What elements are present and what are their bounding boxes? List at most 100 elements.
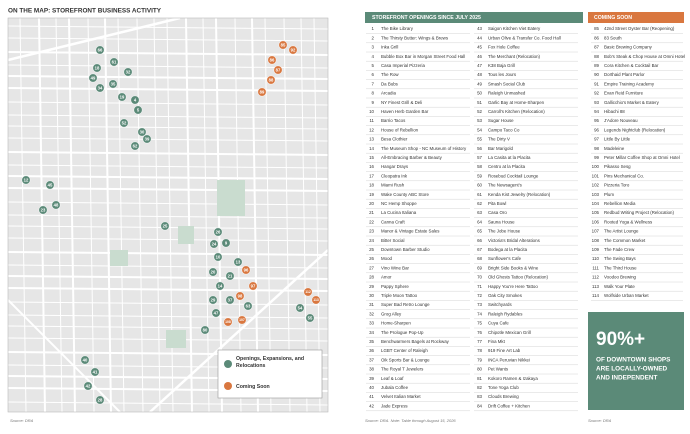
marker-dot [237, 315, 247, 325]
row-number: 38 [369, 367, 374, 372]
park [166, 330, 186, 348]
marker-label: 26 [216, 229, 221, 234]
row-number: 41 [369, 394, 374, 399]
row-name: Urban Olive & Transfer Co. Food Hall [488, 35, 561, 40]
row-number: 90 [594, 72, 599, 77]
marker-dot [221, 238, 231, 248]
marker-dot [95, 83, 105, 93]
map-marker: 20 [208, 267, 218, 277]
row-number: 31 [369, 302, 374, 307]
map-marker: 52 [119, 118, 129, 128]
row-number: 82 [477, 385, 482, 390]
marker-label: 34 [98, 85, 103, 90]
row-number: 63 [477, 210, 482, 215]
row-number: 64 [477, 219, 482, 224]
row-name: Bodega at la Placita [488, 247, 528, 252]
row-name: Bob's Steak & Chop House at Omni Hotel [604, 54, 685, 59]
row-name: Benchwarmers Bagels at Rockway [381, 339, 450, 344]
callout-line: AND INDEPENDENT [596, 375, 658, 382]
row-number: 50 [477, 91, 482, 96]
row-number: 75 [477, 321, 482, 326]
row-name: Besa Clothier [381, 137, 408, 142]
row-name: Fox Hole Coffee [488, 45, 520, 50]
row-name: INCA Peruvian Nikkei [488, 357, 530, 362]
marker-dot [213, 227, 223, 237]
row-number: 4 [372, 54, 375, 59]
row-name: Amor [381, 275, 392, 280]
marker-label: 19 [120, 94, 125, 99]
marker-label: 88 [269, 77, 274, 82]
map-marker: 23 [38, 205, 48, 215]
marker-dot [142, 134, 152, 144]
map-marker: 19 [117, 92, 127, 102]
row-name: Hangar Drays [381, 164, 409, 169]
row-name: Carroll's Kitchen (Relocation) [488, 109, 545, 114]
map-marker: 24 [209, 239, 219, 249]
row-name: Sugar House [488, 118, 514, 123]
source: Source: DRA. Note: Table through August … [365, 418, 456, 423]
marker-dot [266, 75, 276, 85]
row-name: Fina Mkt [488, 339, 506, 344]
marker-dot [305, 313, 315, 323]
map-marker: 63 [243, 301, 253, 311]
row-name: Happy You're Here Tattoo [488, 284, 538, 289]
row-name: The Row [381, 72, 399, 77]
row-name: The Newsagent's [488, 183, 523, 188]
marker-label: 30 [140, 129, 145, 134]
streets [7, 16, 329, 413]
row-name: The Fade Crew [604, 247, 635, 252]
row-number: 61 [477, 192, 482, 197]
row-number: 104 [592, 201, 600, 206]
marker-label: 5 [137, 107, 140, 112]
row-number: 39 [369, 376, 374, 381]
row-name: Victoria's Bridal Alterations [488, 238, 541, 243]
map-marker: 41 [90, 367, 100, 377]
row-number: 18 [369, 183, 374, 188]
row-name: K38 Baja Grill [488, 63, 515, 68]
marker-dot [233, 257, 243, 267]
row-name: 919 Fine Art Lab [488, 348, 521, 353]
openings-header [365, 12, 583, 23]
row-number: 34 [369, 330, 374, 335]
row-number: 55 [477, 137, 482, 142]
row-name: La Casita at la Placita [488, 155, 531, 160]
row-name: LGBT Center of Raleigh [381, 348, 428, 353]
marker-dot [123, 67, 133, 77]
row-name: House of Rebellion [381, 127, 419, 132]
row-name: Centro at la Placita [488, 164, 526, 169]
row-number: 9 [372, 100, 375, 105]
street [7, 401, 329, 406]
row-number: 54 [477, 127, 482, 132]
row-name: Campo Taco Co [488, 127, 520, 132]
row-number: 43 [477, 26, 482, 31]
row-number: 58 [477, 164, 482, 169]
row-number: 103 [592, 192, 600, 197]
row-name: J'Adore Nouveau [604, 118, 638, 123]
row-number: 40 [369, 385, 374, 390]
map-marker: 112 [303, 287, 313, 297]
marker-label: 14 [218, 283, 223, 288]
marker-label: 45 [48, 182, 53, 187]
row-number: 28 [369, 275, 374, 280]
row-name: Rosebud Cocktail Lounge [488, 173, 539, 178]
row-name: Cora Kitchen & Cocktail Bar [604, 63, 659, 68]
marker-label: 49 [91, 75, 96, 80]
callout-text: OF DOWNTOWN SHOPS ARE LOCALLY-OWNED AND IN… [596, 357, 671, 382]
map-marker: 54 [295, 303, 305, 313]
row-number: 87 [594, 45, 599, 50]
marker-dot [160, 221, 170, 231]
marker-dot [215, 281, 225, 291]
marker-label: 21 [228, 273, 233, 278]
marker-dot [109, 57, 119, 67]
map-marker: 47 [211, 308, 221, 318]
row-name: Bitter Social [381, 238, 404, 243]
row-number: 10 [369, 109, 374, 114]
street [68, 17, 76, 413]
row-name: Arcadia [381, 91, 396, 96]
row-number: 69 [477, 265, 482, 270]
row-name: The Swing Bays [604, 256, 637, 261]
row-name: Sauna House [488, 219, 515, 224]
row-name: Wake County ABC Store [381, 192, 429, 197]
row-name: Velvet Italian Market [381, 394, 421, 399]
